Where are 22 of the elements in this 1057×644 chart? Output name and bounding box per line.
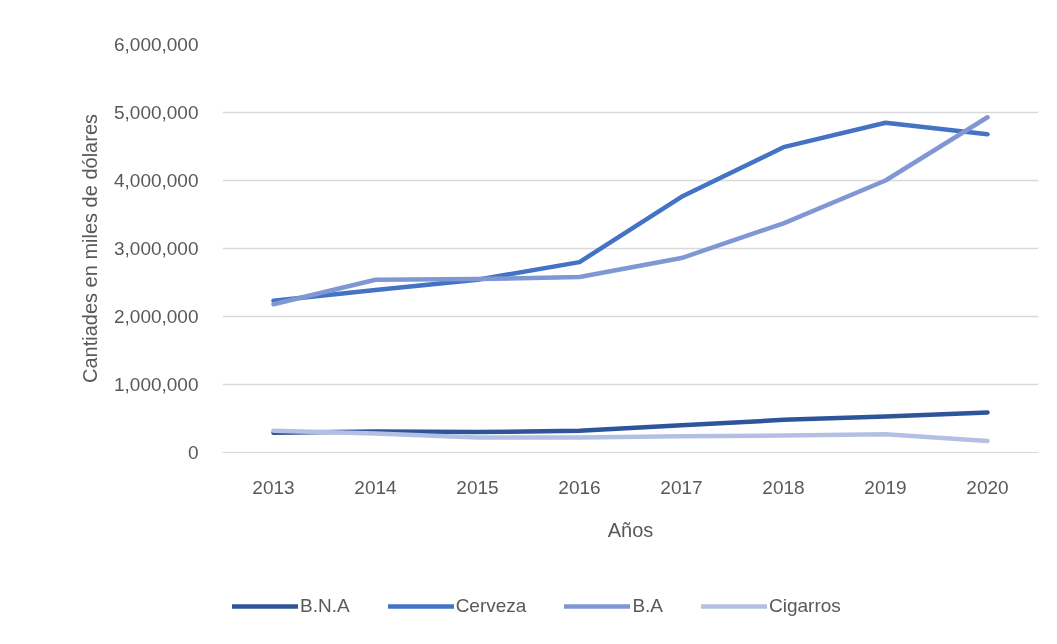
y-tick-label: 4,000,000 — [113, 170, 199, 191]
y-tick-label: 1,000,000 — [113, 374, 199, 395]
y-axis-title: Cantiades en miles de dólares — [78, 113, 101, 384]
x-tick-label: 2018 — [762, 476, 805, 498]
y-tick-label: 3,000,000 — [113, 238, 199, 259]
y-tick-label: 5,000,000 — [113, 102, 199, 123]
legend-label: Cigarros — [769, 595, 841, 617]
y-tick-label: 2,000,000 — [113, 306, 199, 327]
x-tick-label: 2013 — [252, 476, 295, 498]
x-tick-label: 2014 — [354, 476, 398, 498]
legend-label: B.N.A — [300, 595, 350, 617]
y-tick-label: 6,000,000 — [113, 34, 199, 55]
y-tick-label: 0 — [187, 442, 199, 463]
x-tick-label: 2019 — [864, 476, 907, 498]
x-axis-title: Años — [607, 518, 654, 541]
x-tick-label: 2015 — [456, 476, 499, 498]
x-tick-label: 2020 — [966, 476, 1009, 498]
line-series — [271, 428, 990, 444]
x-tick-label: 2016 — [558, 476, 601, 498]
legend-label: Cerveza — [455, 595, 527, 617]
x-tick-label: 2017 — [660, 476, 703, 498]
legend-label: B.A — [632, 595, 663, 617]
